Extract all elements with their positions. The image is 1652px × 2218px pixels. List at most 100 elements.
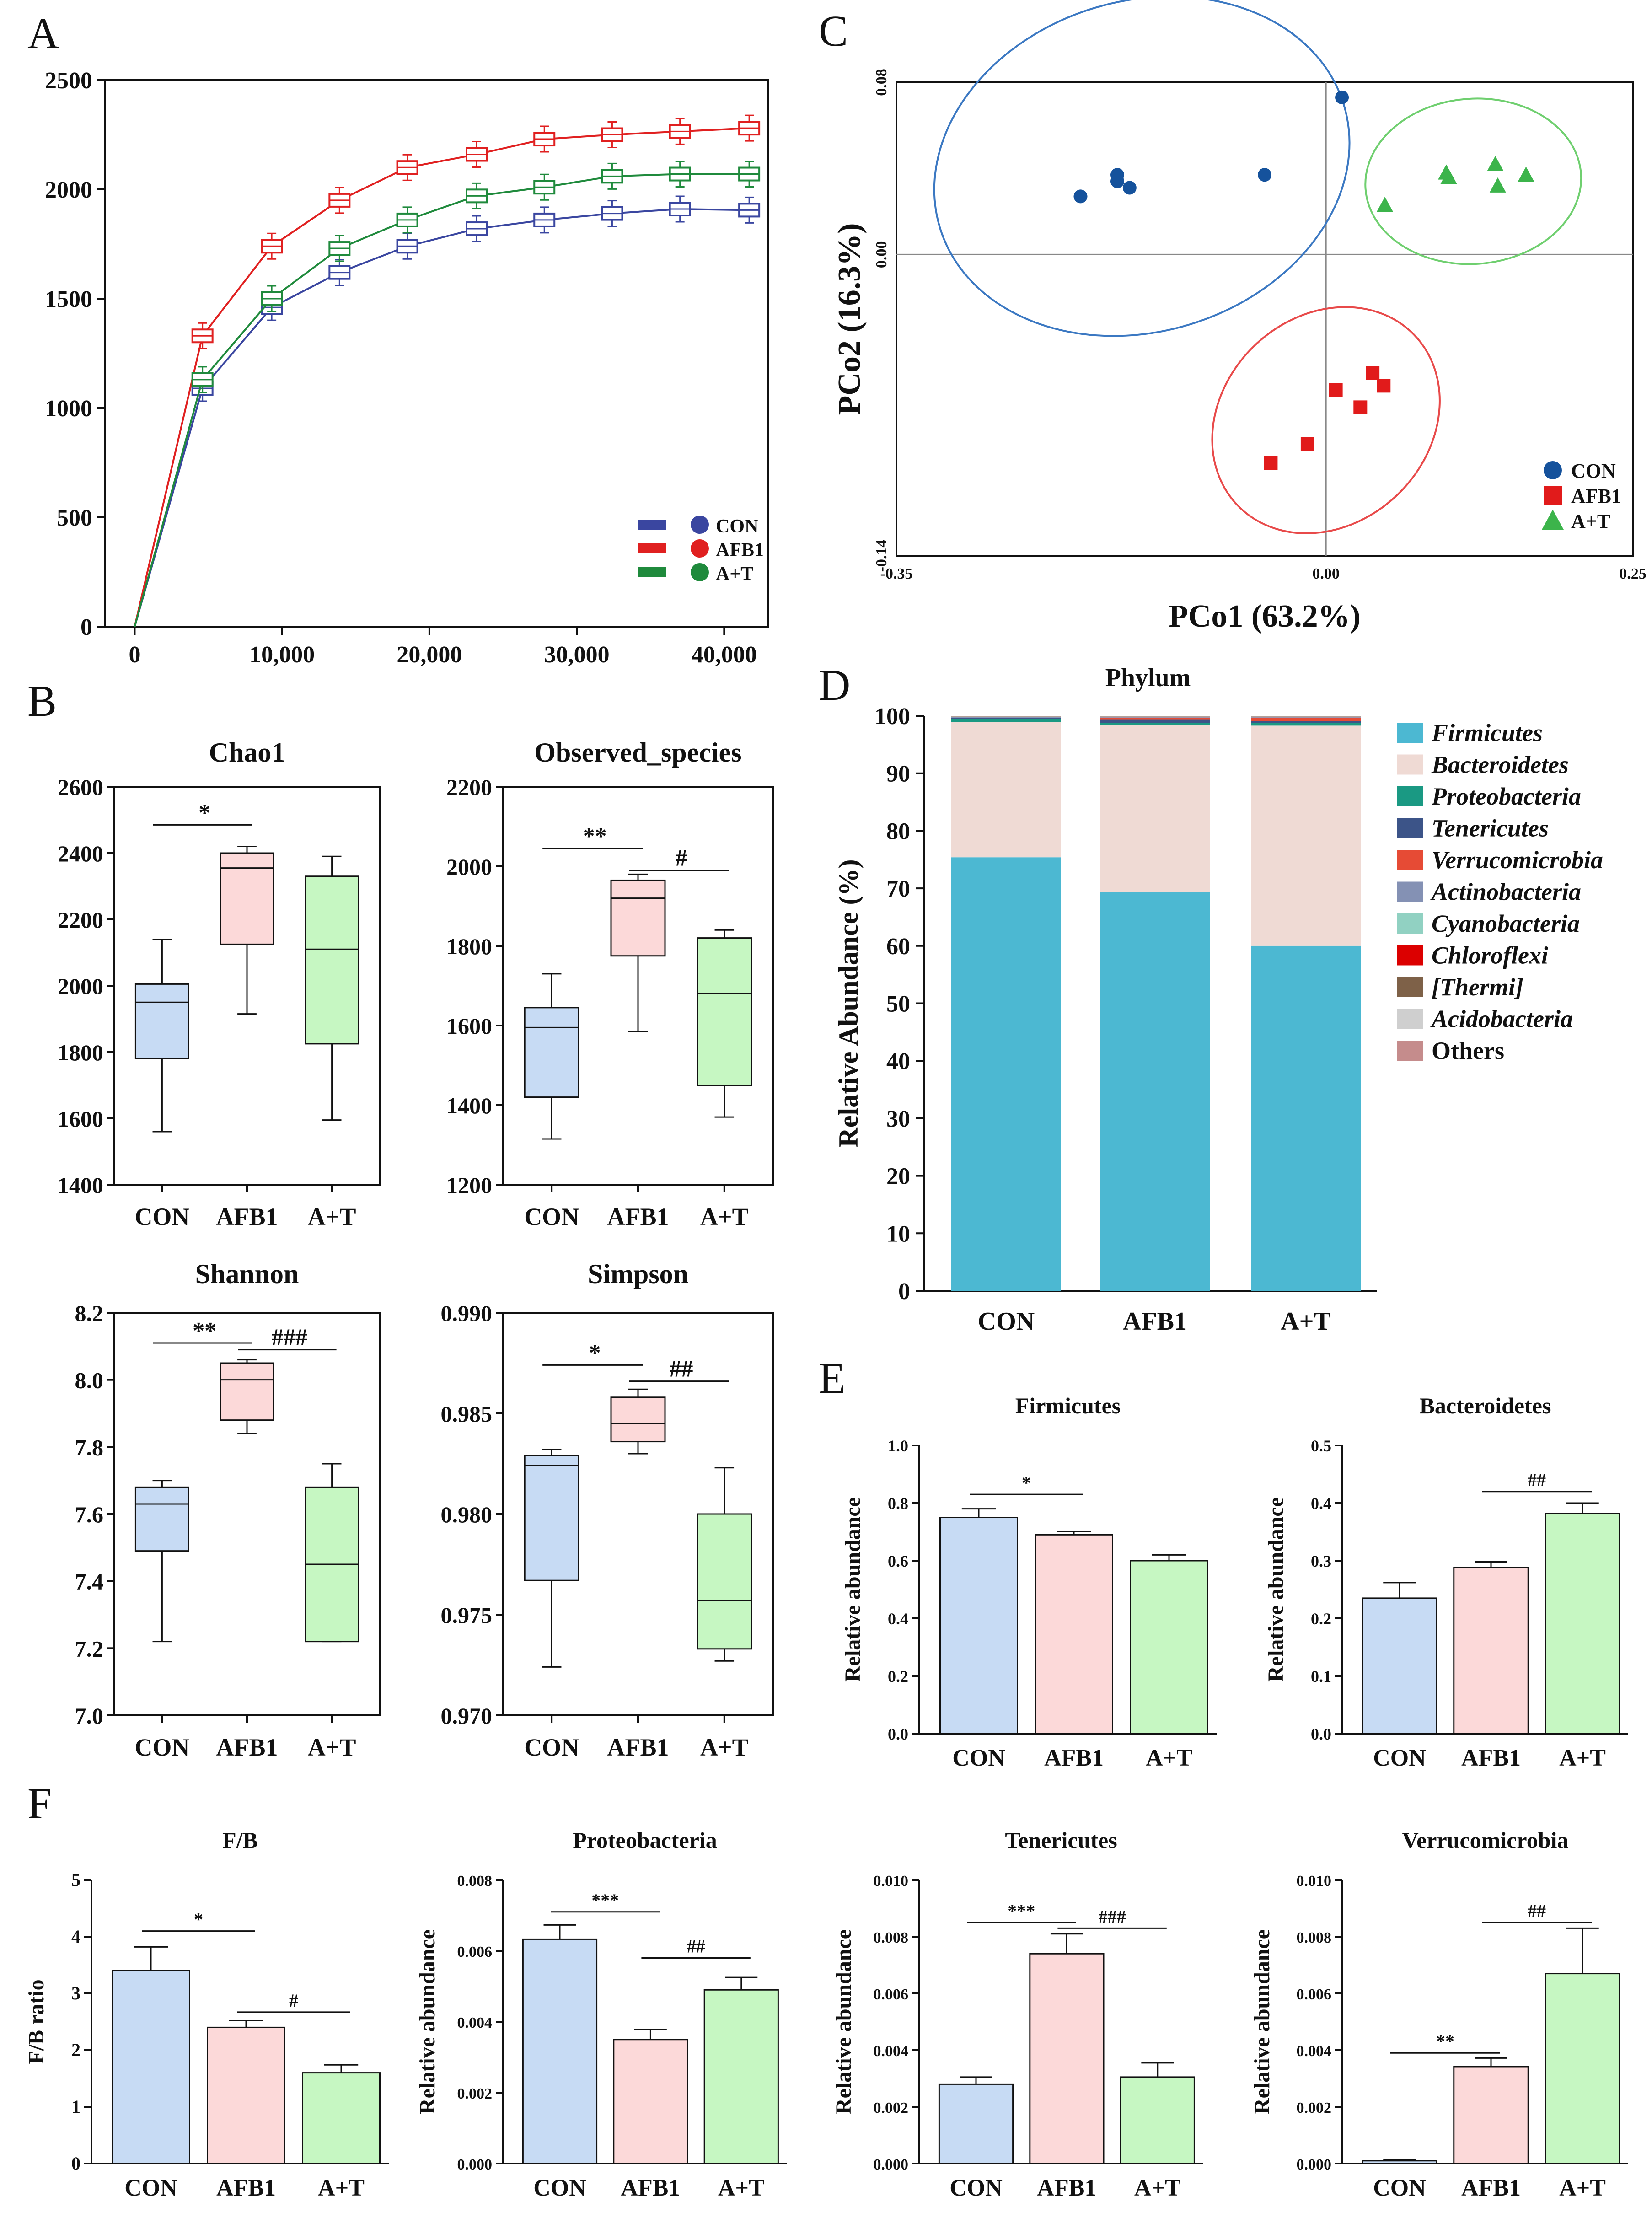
d-legend-label: Verrucomicrobia <box>1432 846 1603 874</box>
c-point-AFB1 <box>1353 400 1368 414</box>
d-ytick-label: 50 <box>886 991 910 1017</box>
a-legend-dot-AFB1 <box>691 539 709 558</box>
a-series-line-A+T <box>134 173 750 627</box>
a-ytick-label: 2000 <box>45 177 92 203</box>
a-xtick-label: 0 <box>129 642 140 668</box>
b-ytick-label: 1600 <box>58 1106 103 1132</box>
b-xtick-label: CON <box>524 1734 579 1761</box>
d-legend-swatch-Cyanobacteria <box>1397 913 1423 934</box>
d-legend-swatch-Others <box>1397 1041 1423 1061</box>
bar-ytick-label: 0.2 <box>1311 1610 1331 1628</box>
c-legend-marker-AFB1 <box>1544 486 1562 505</box>
a-legend-dot-A+T <box>691 563 709 581</box>
bar-ytick-label: 0.002 <box>457 2085 493 2102</box>
bar-significance-label: *** <box>591 1890 619 1911</box>
bar-CON <box>522 1938 598 2164</box>
b-xtick-label: AFB1 <box>607 1203 669 1230</box>
a-series-line-CON <box>134 208 750 627</box>
b-chart-title: Chao1 <box>209 737 285 768</box>
b-xtick-label: AFB1 <box>216 1734 278 1761</box>
bar-AFB1 <box>1453 1567 1529 1735</box>
bar-significance-label: *** <box>1008 1901 1035 1921</box>
bar-ytick-label: 0.5 <box>1311 1437 1331 1455</box>
d-chart-title: Phylum <box>1105 664 1191 692</box>
c-legend-label: CON <box>1571 460 1616 482</box>
d-bar-segment-Firmicutes <box>951 857 1061 1291</box>
b-ytick-label: 2000 <box>446 854 492 880</box>
bar-xtick-label: CON <box>1373 2175 1426 2201</box>
b-significance-label: ** <box>193 1318 216 1344</box>
b-box-AFB1 <box>610 879 666 957</box>
bar-significance-label: ** <box>1436 2031 1454 2052</box>
b-ytick-label: 1400 <box>58 1172 103 1198</box>
d-ytick-label: 10 <box>886 1221 910 1247</box>
bar-yaxis-label: F/B ratio <box>24 1979 48 2064</box>
b-ytick-label: 0.980 <box>441 1502 493 1527</box>
panel-label-B: B <box>27 677 57 725</box>
d-ytick-label: 30 <box>886 1106 910 1132</box>
bar-CON <box>1362 2160 1437 2164</box>
d-bar-segment-Chloroflexi <box>951 716 1061 717</box>
bar-CON <box>112 1970 190 2164</box>
d-legend-swatch-Bacteroidetes <box>1397 754 1423 775</box>
bar-ytick-label: 0.8 <box>888 1494 908 1513</box>
c-ellipse-AFB1 <box>1211 306 1441 534</box>
bar-xtick-label: A+T <box>718 2175 765 2201</box>
bar-significance-label: * <box>194 1909 203 1930</box>
b-ytick-label: 8.0 <box>75 1368 104 1393</box>
b-xtick-label: CON <box>524 1203 579 1230</box>
bar-chart-title: Bacteroidetes <box>1420 1393 1551 1418</box>
d-ytick-label: 100 <box>874 704 910 730</box>
c-point-A+T <box>1518 166 1534 182</box>
a-legend-label: AFB1 <box>716 540 764 561</box>
bar-yaxis-label: Relative abundance <box>415 1929 440 2114</box>
bar-A+T <box>1545 1973 1620 2164</box>
bar-yaxis-label: Relative abundance <box>1250 1929 1274 2114</box>
d-bar-segment-Actinobacteria <box>951 717 1061 718</box>
bar-ytick-label: 0.008 <box>1297 1929 1332 1946</box>
d-bar-segment-Chloroflexi <box>1100 716 1210 717</box>
bar-xtick-label: A+T <box>1134 2175 1181 2201</box>
c-point-A+T <box>1440 169 1457 184</box>
d-ytick-label: 90 <box>886 761 910 787</box>
bar-AFB1 <box>613 2039 688 2164</box>
panel-label-A: A <box>27 9 59 58</box>
d-legend-label: Acidobacteria <box>1430 1005 1573 1033</box>
bar-A+T <box>1120 2076 1195 2164</box>
b-ytick-label: 2600 <box>58 774 103 800</box>
b-ytick-label: 0.975 <box>441 1602 493 1628</box>
b-chart-title: Observed_species <box>534 737 741 768</box>
bar-A+T <box>1130 1560 1208 1735</box>
bar-AFB1 <box>1453 2066 1529 2164</box>
a-ytick-label: 1500 <box>45 286 92 312</box>
c-point-AFB1 <box>1329 383 1343 397</box>
d-legend-swatch-Verrucomicrobia <box>1397 850 1423 870</box>
panel-label-D: D <box>819 661 850 709</box>
b-box-CON <box>134 1486 189 1552</box>
b-ytick-label: 7.4 <box>75 1569 104 1595</box>
a-xtick-label: 20,000 <box>397 642 462 668</box>
bar-A+T <box>302 2072 381 2164</box>
c-legend-label: AFB1 <box>1571 485 1621 507</box>
bar-CON <box>1362 1597 1437 1735</box>
b-box-CON <box>134 983 189 1059</box>
panel-label-C: C <box>819 6 848 55</box>
bar-ytick-label: 0.010 <box>1297 1873 1332 1890</box>
bar-AFB1 <box>207 2026 285 2164</box>
b-xtick-label: AFB1 <box>216 1203 278 1230</box>
a-legend-bar-A+T <box>638 567 666 577</box>
a-ytick-label: 2500 <box>45 68 92 94</box>
b-ytick-label: 7.0 <box>75 1703 104 1729</box>
d-legend-label: Chloroflexi <box>1432 942 1548 969</box>
b-significance-label: # <box>675 845 687 871</box>
d-legend-swatch-Chloroflexi <box>1397 945 1423 966</box>
bar-ytick-label: 0.008 <box>457 1873 493 1890</box>
c-yaxis-label: PCo2 (16.3%) <box>832 223 867 415</box>
b-ytick-label: 7.8 <box>75 1434 104 1460</box>
b-box-A+T <box>305 875 359 1045</box>
panel-label-E: E <box>819 1353 846 1402</box>
a-series-line-AFB1 <box>134 127 750 627</box>
d-ytick-label: 40 <box>886 1048 910 1074</box>
b-xtick-label: A+T <box>700 1734 749 1761</box>
